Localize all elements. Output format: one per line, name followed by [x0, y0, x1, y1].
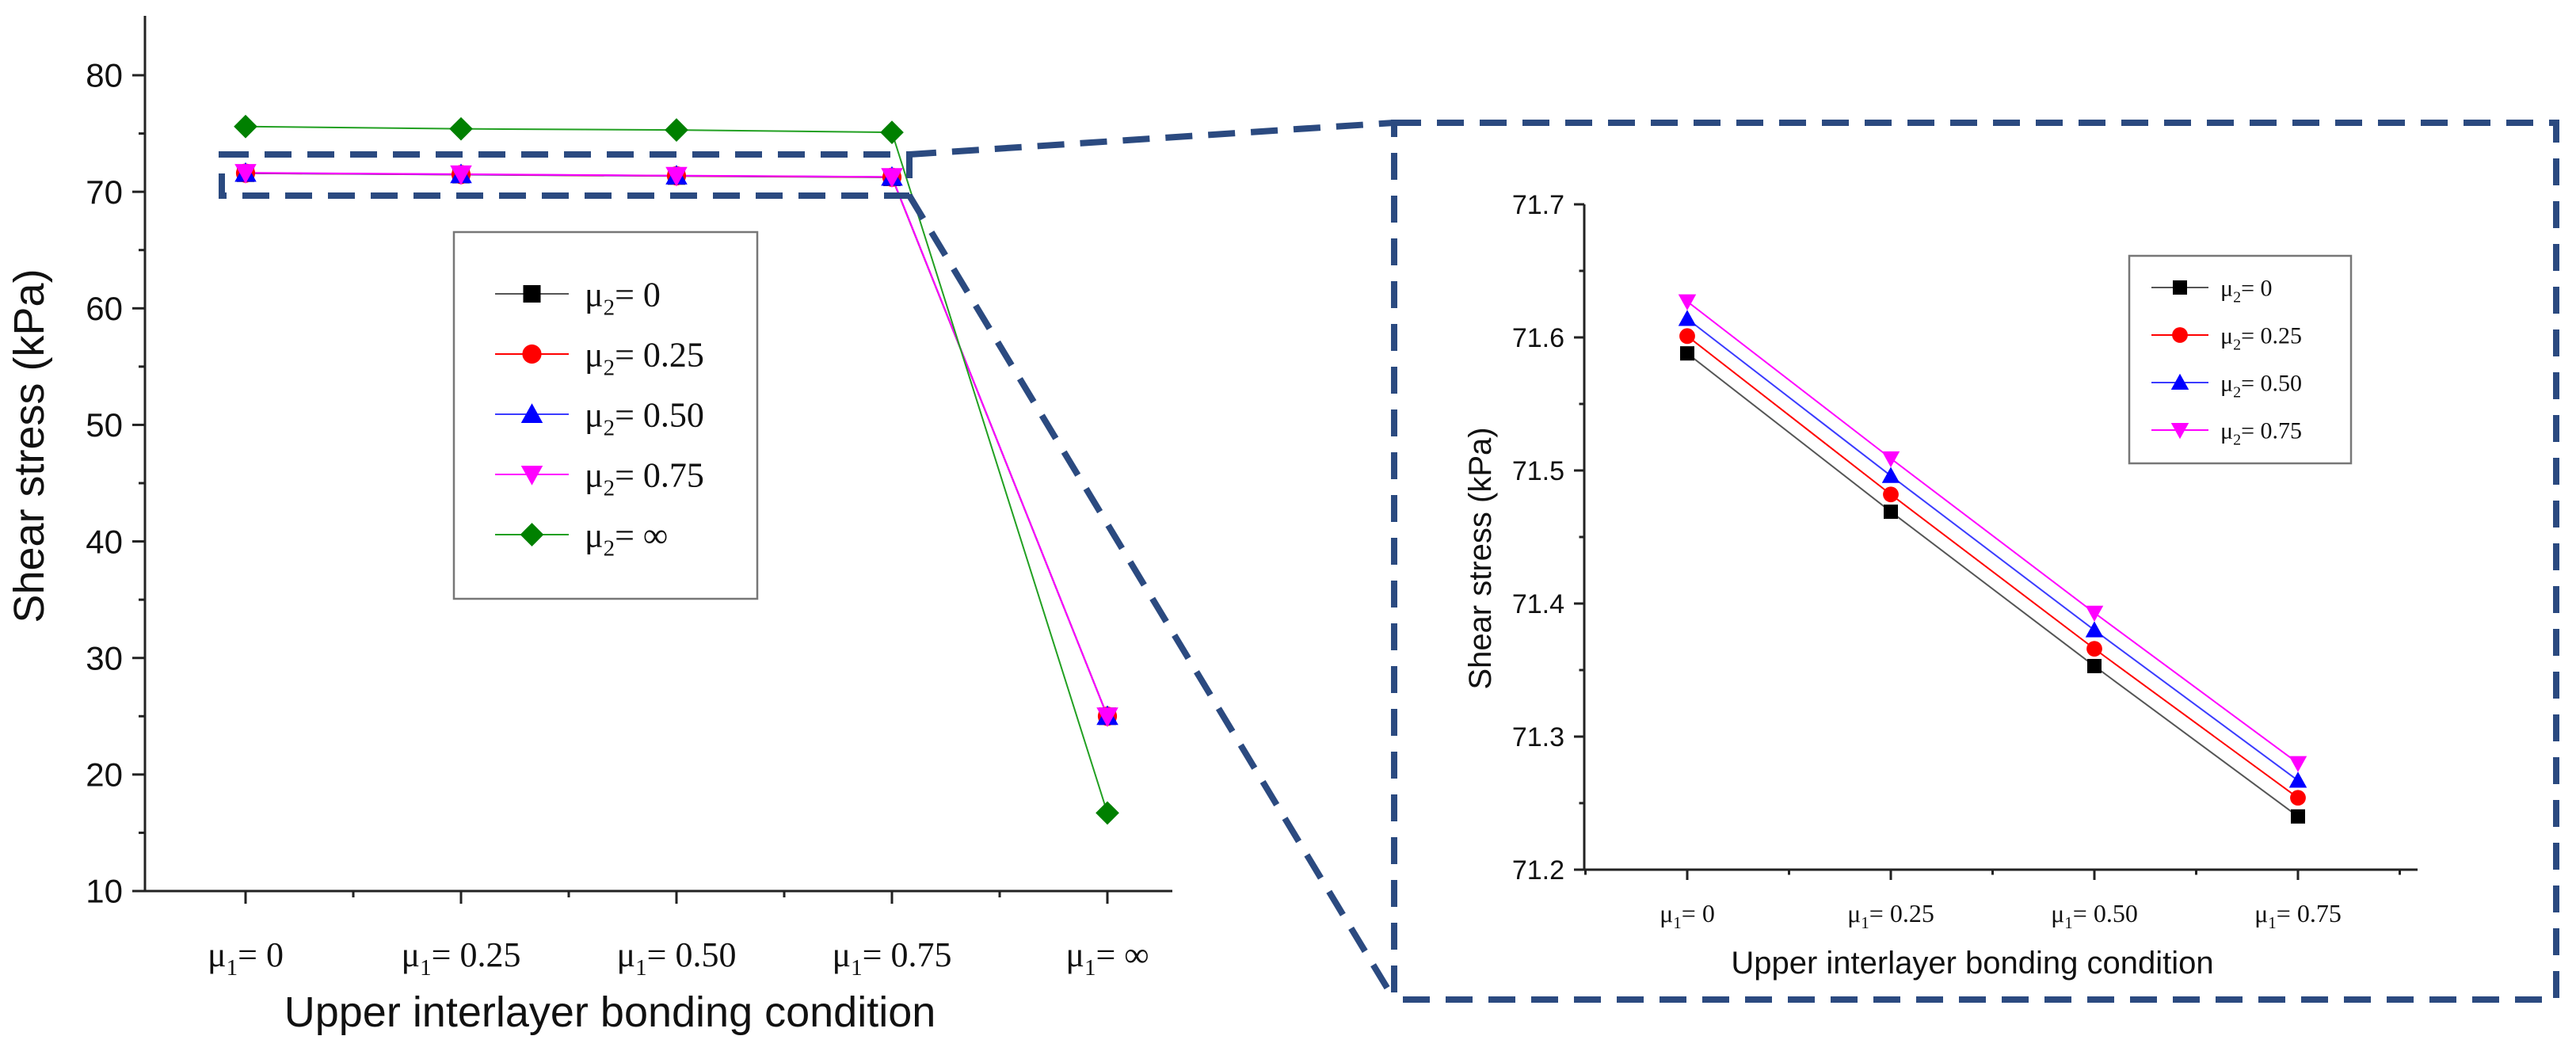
inset-y-axis-title: Shear stress (kPa)	[1463, 427, 1498, 689]
inset-series-2-point	[2288, 771, 2307, 788]
main-series-3-point	[665, 166, 688, 187]
inset-y-tick-label: 71.2	[1512, 855, 1564, 886]
inset-series-0-point	[1884, 505, 1898, 520]
inset-legend-label: μ2= 0	[2220, 276, 2273, 307]
inset-x-tick-label: μ1= 0.75	[2254, 899, 2342, 932]
inset-series-2-point	[1678, 310, 1697, 326]
inset-legend-label: μ2= 0.50	[2220, 371, 2302, 402]
main-y-tick-label: 60	[86, 290, 123, 327]
main-legend-marker	[520, 403, 543, 423]
inset-x-tick-label: μ1= 0.25	[1847, 899, 1934, 932]
inset-series-line-1	[1686, 335, 2299, 799]
main-legend-label: μ2= 0.50	[585, 395, 704, 440]
main-series	[234, 114, 1119, 825]
main-series-4-point	[1096, 801, 1119, 825]
main-y-tick-label: 10	[86, 873, 123, 910]
inset-y-tick-label: 71.4	[1512, 589, 1564, 619]
main-legend-label: μ2= 0.75	[585, 455, 704, 501]
inset-chart: 71.2 71.3 71.4 71.5 71.6 71.7 μ1= 0 μ1= 0.25 μ1=…	[1463, 190, 2418, 981]
main-y-tick-label: 80	[86, 57, 123, 94]
main-series-4-point	[449, 116, 473, 141]
main-x-tick-label: μ1= 0.50	[617, 935, 737, 981]
main-legend-label: μ2= 0.25	[585, 335, 704, 380]
main-series-4-point	[665, 118, 688, 143]
main-y-tick-label: 20	[86, 756, 123, 794]
main-series-3-point	[881, 168, 903, 189]
main-legend: μ2= 0 μ2= 0.25 μ2= 0.50 μ2= 0.75 μ2= ∞	[452, 230, 759, 600]
main-y-tick-label: 50	[86, 406, 123, 444]
inset-legend-marker	[2173, 280, 2187, 295]
inset-legend-box	[2128, 254, 2353, 465]
main-x-axis-title: Upper interlayer bonding condition	[284, 988, 936, 1036]
inset-x-tick-label: μ1= 0	[1660, 899, 1715, 932]
inset-series-1-point	[1883, 486, 1899, 503]
zoom-callout	[219, 120, 2559, 1003]
main-chart: 10 20 30 40 50 60 70 80 μ1= 0 μ1= 0.25 μ1= 0.50 μ1=…	[6, 16, 1172, 1036]
zoom-connector-top	[909, 120, 1395, 158]
main-x-tick-label: μ1= 0	[208, 935, 284, 981]
main-legend-marker	[522, 344, 542, 364]
main-legend-label: μ2= 0	[585, 275, 661, 320]
main-y-tick-label: 40	[86, 523, 123, 560]
inset-legend-marker	[2170, 373, 2189, 390]
main-series-3-point	[450, 165, 472, 185]
main-series-3-point	[234, 164, 257, 184]
main-legend-marker	[520, 466, 543, 486]
main-series-4-point	[880, 120, 904, 144]
inset-x-tick-label: μ1= 0.50	[2051, 899, 2138, 932]
main-series-4-point	[234, 114, 257, 139]
main-x-tick-label: μ1= 0.25	[402, 935, 521, 981]
inset-series	[1678, 294, 2307, 824]
main-x-tick-label: μ1= ∞	[1065, 935, 1149, 981]
inset-series-3-point	[1678, 294, 1697, 310]
zoom-connector-bottom	[906, 193, 1397, 1002]
main-series-3-point	[1096, 707, 1118, 728]
inset-series-1-point	[2086, 641, 2102, 657]
inset-series-3-point	[2085, 605, 2104, 623]
zoom-frame	[1391, 120, 2559, 1003]
inset-series-0-point	[1680, 346, 1694, 361]
inset-axes: 71.2 71.3 71.4 71.5 71.6 71.7 μ1= 0 μ1= 0.25 μ1=…	[1512, 190, 2418, 932]
main-y-tick-label: 30	[86, 639, 123, 676]
inset-series-3-point	[1881, 451, 1900, 468]
inset-x-axis-title: Upper interlayer bonding condition	[1731, 946, 2213, 981]
main-legend-marker	[523, 285, 541, 303]
inset-legend-label: μ2= 0.75	[2220, 418, 2302, 449]
inset-y-tick-label: 71.5	[1512, 456, 1564, 486]
main-legend-label: μ2= ∞	[585, 516, 668, 561]
main-x-tick-label: μ1= 0.75	[833, 935, 952, 981]
inset-series-2-point	[1881, 467, 1900, 483]
inset-series-line-3	[1686, 300, 2299, 764]
inset-series-0-point	[2087, 658, 2102, 673]
main-legend-marker	[520, 523, 544, 547]
inset-series-1-point	[2290, 790, 2306, 806]
zoom-source-rectangle	[219, 151, 913, 199]
inset-y-tick-label: 71.6	[1512, 323, 1564, 353]
inset-series-line-2	[1686, 318, 2299, 782]
inset-series-3-point	[2288, 756, 2307, 772]
inset-legend-marker	[2170, 423, 2189, 440]
inset-legend-marker	[2172, 327, 2188, 343]
inset-series-line-0	[1686, 352, 2299, 817]
inset-series-1-point	[1679, 328, 1695, 345]
main-y-tick-label: 70	[86, 173, 123, 211]
inset-series-0-point	[2291, 809, 2305, 824]
inset-series-2-point	[2085, 621, 2104, 638]
inset-y-tick-label: 71.7	[1512, 190, 1564, 220]
inset-y-tick-label: 71.3	[1512, 722, 1564, 752]
main-y-axis-title: Shear stress (kPa)	[6, 269, 53, 623]
